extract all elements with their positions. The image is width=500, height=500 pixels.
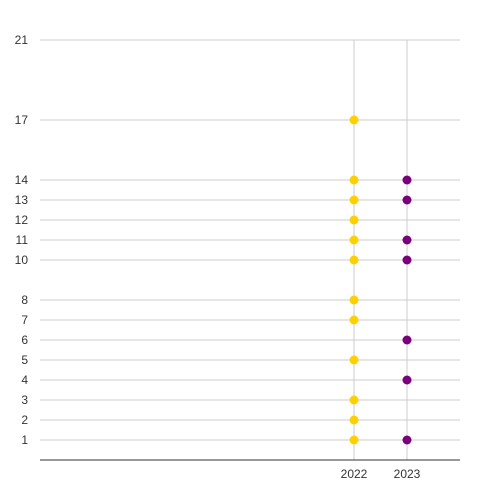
point-2023-6 (402, 335, 412, 345)
point-2023-1 (402, 435, 412, 445)
point-2023-13 (402, 195, 412, 205)
y-tick-label-17: 17 (15, 113, 29, 127)
grid-lines (40, 39, 460, 460)
point-2022-17 (349, 115, 359, 125)
point-2023-14 (402, 175, 412, 185)
y-tick-label-4: 4 (21, 373, 28, 387)
y-tick-label-6: 6 (21, 333, 28, 347)
x-tick-label-2023: 2023 (394, 467, 421, 481)
point-2022-7 (349, 315, 359, 325)
y-tick-label-10: 10 (15, 253, 29, 267)
point-2022-2 (349, 415, 359, 425)
y-tick-label-3: 3 (21, 393, 28, 407)
y-tick-label-13: 13 (15, 193, 29, 207)
point-2022-12 (349, 215, 359, 225)
data-points (349, 115, 412, 445)
y-tick-label-14: 14 (15, 173, 29, 187)
y-tick-label-1: 1 (21, 433, 28, 447)
x-tick-label-2022: 2022 (341, 467, 368, 481)
point-2022-13 (349, 195, 359, 205)
y-tick-label-11: 11 (16, 233, 29, 247)
y-tick-label-2: 2 (21, 413, 28, 427)
point-2022-8 (349, 295, 359, 305)
point-2022-1 (349, 435, 359, 445)
point-2022-14 (349, 175, 359, 185)
point-2022-11 (349, 235, 359, 245)
y-tick-label-12: 12 (15, 213, 29, 227)
point-2022-3 (349, 395, 359, 405)
point-2023-10 (402, 255, 412, 265)
x-axis-tick-labels: 2022 2023 (341, 467, 421, 481)
y-tick-label-21: 21 (15, 33, 29, 47)
point-2022-5 (349, 355, 359, 365)
point-2022-10 (349, 255, 359, 265)
point-2023-4 (402, 375, 412, 385)
y-tick-label-7: 7 (21, 313, 28, 327)
y-tick-label-5: 5 (21, 353, 28, 367)
y-tick-label-8: 8 (21, 293, 28, 307)
point-2023-11 (402, 235, 412, 245)
